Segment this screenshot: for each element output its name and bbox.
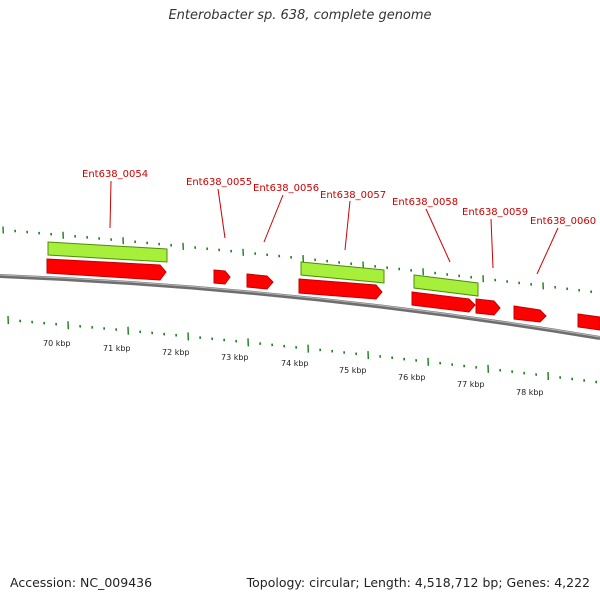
map-title: Enterobacter sp. 638, complete genome <box>168 8 432 23</box>
cds-arrow-0061[interactable] <box>577 313 600 331</box>
leader-0059 <box>490 218 494 269</box>
gene-label-0056[interactable]: Ent638_0056 <box>253 183 319 194</box>
leader-0057 <box>344 200 351 251</box>
leader-0055 <box>217 188 226 239</box>
accession-text: Accession: NC_009436 <box>10 575 153 590</box>
cds-arrow-0058[interactable] <box>411 291 476 313</box>
kbp-label-77: 77 kbp <box>457 380 485 389</box>
label-leaders <box>109 180 559 275</box>
inner-tick-ring <box>7 315 598 384</box>
leader-0054 <box>109 180 112 229</box>
cds-arrows <box>46 258 600 331</box>
gene-label-0057[interactable]: Ent638_0057 <box>320 190 386 201</box>
cds-arrow-0056[interactable] <box>246 273 274 290</box>
highlight-bar-0057 <box>300 261 385 284</box>
kbp-label-74: 74 kbp <box>281 359 309 368</box>
genome-backbone-highlight <box>0 274 600 338</box>
genome-summary-text: Topology: circular; Length: 4,518,712 bp… <box>246 575 590 590</box>
kbp-label-70: 70 kbp <box>43 339 71 348</box>
kbp-label-78: 78 kbp <box>516 388 544 397</box>
kbp-label-71: 71 kbp <box>103 344 131 353</box>
genome-backbone <box>0 274 600 340</box>
gene-labels: Ent638_0054 Ent638_0055 Ent638_0056 Ent6… <box>82 169 596 227</box>
kbp-label-72: 72 kbp <box>162 348 190 357</box>
gene-label-0058[interactable]: Ent638_0058 <box>392 197 458 208</box>
highlight-bar-0058 <box>413 274 479 297</box>
kbp-label-73: 73 kbp <box>221 353 249 362</box>
highlight-bars <box>47 241 479 297</box>
outer-tick-ring <box>2 226 593 294</box>
cds-arrow-0055[interactable] <box>213 269 231 285</box>
cds-arrow-0054[interactable] <box>46 258 167 281</box>
cds-arrow-0059[interactable] <box>475 298 501 316</box>
cds-arrow-0060[interactable] <box>513 305 547 323</box>
leader-0060 <box>536 227 559 275</box>
gene-label-0060[interactable]: Ent638_0060 <box>530 216 596 227</box>
leader-0058 <box>425 208 451 263</box>
kbp-label-75: 75 kbp <box>339 366 367 375</box>
highlight-bar-0054 <box>47 241 168 263</box>
cds-arrow-0057[interactable] <box>298 278 383 300</box>
kbp-labels: 70 kbp 71 kbp 72 kbp 73 kbp 74 kbp 75 kb… <box>43 339 544 397</box>
kbp-label-76: 76 kbp <box>398 373 426 382</box>
gene-label-0059[interactable]: Ent638_0059 <box>462 207 528 218</box>
gene-label-0055[interactable]: Ent638_0055 <box>186 177 252 188</box>
gene-label-0054[interactable]: Ent638_0054 <box>82 169 148 180</box>
leader-0056 <box>263 194 284 243</box>
